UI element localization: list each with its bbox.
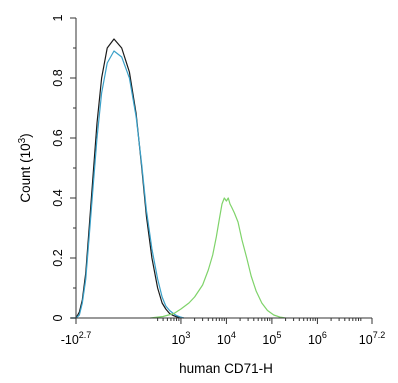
series-curves (70, 38, 286, 319)
x-tick-label-exponent: 4 (231, 330, 236, 340)
y-axis-title-exponent: 3 (17, 137, 28, 143)
x-axis-ticks: -102.7 103 104 105 106 107.2 (61, 318, 385, 347)
y-axis-title-main: Count (10 (18, 143, 33, 202)
y-axis-title: Count (103) (17, 133, 33, 202)
x-tick-label-exponent: 2.7 (79, 330, 92, 340)
x-tick-label: 107.2 (359, 330, 385, 347)
x-tick-label-base: 10 (359, 333, 373, 347)
x-tick-label-exponent: 7.2 (373, 330, 386, 340)
x-axis-title: human CD71-H (179, 361, 273, 376)
y-tick-label: 0 (51, 314, 65, 321)
x-tick-label-base: 10 (217, 333, 231, 347)
series-line (70, 38, 184, 319)
y-axis-ticks: 0 0.2 0.4 0.6 0.8 1 (51, 14, 76, 321)
x-tick-label: 106 (308, 330, 327, 347)
x-tick-label-base: -10 (61, 333, 79, 347)
y-tick-label: 0.6 (51, 129, 65, 146)
x-tick-label-exponent: 5 (276, 330, 281, 340)
x-tick-label-base: 10 (308, 333, 322, 347)
x-tick-label-base: 10 (171, 333, 185, 347)
y-tick-label: 0.8 (51, 69, 65, 86)
y-tick-label: 0.4 (51, 189, 65, 206)
x-tick-label: -102.7 (61, 330, 92, 347)
series-line (150, 197, 286, 319)
x-tick-label: 104 (217, 330, 236, 347)
y-tick-label: 0.2 (51, 249, 65, 266)
series-line (70, 50, 184, 319)
y-axis-title-suffix: ) (18, 133, 33, 138)
x-tick-label: 103 (171, 330, 190, 347)
x-tick-label-exponent: 3 (185, 330, 190, 340)
x-tick-label-exponent: 6 (322, 330, 327, 340)
x-tick-label: 105 (262, 330, 281, 347)
y-tick-label: 1 (51, 14, 65, 21)
x-tick-label-base: 10 (262, 333, 276, 347)
